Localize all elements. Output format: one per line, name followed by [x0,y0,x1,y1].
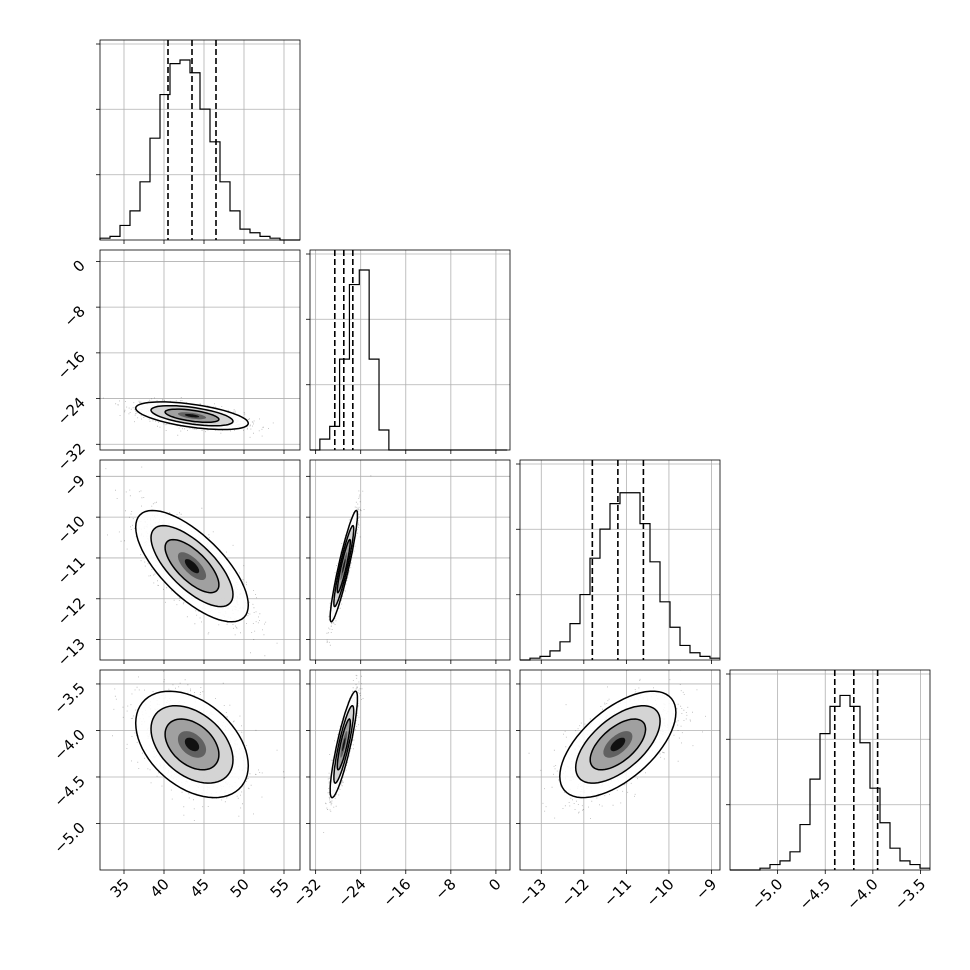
contour-line [329,690,359,799]
x-tick-label: −16 [379,875,414,910]
x-tick-label: −32 [289,875,324,910]
histogram-panel-1 [306,249,511,454]
scatter-panel-0-3-axes [96,669,301,874]
y-tick-label: −24 [54,394,89,429]
x-tick-label: −9 [692,875,720,903]
x-tick-label: −12 [558,875,593,910]
histogram-frame [519,459,721,661]
x-tick-label: −13 [515,875,550,910]
scatter-panel-0-2-axes [96,459,301,664]
histogram-frame [309,249,511,451]
density-core [342,559,346,574]
scatter-panel-0-1-axes [96,249,301,454]
contour-line [559,690,677,799]
contour-line [134,690,250,799]
scatter-panel-1-3-axes [306,669,511,874]
x-tick-label: −11 [600,875,635,910]
density-core [610,737,626,752]
contour-line [333,524,355,608]
histogram-step [520,492,720,661]
x-tick-label: −5.0 [748,875,786,913]
x-tick-label: 45 [187,875,213,901]
contour-line [336,718,352,771]
scatter-panel-1-2-frame [309,459,511,661]
contour-line [336,538,352,594]
histogram-panel-2 [516,459,721,664]
y-tick-label: −16 [54,348,89,383]
density-core [184,737,200,752]
histogram-panel-3 [726,669,931,874]
y-tick-label: −13 [54,635,89,670]
x-tick-label: −24 [334,875,369,910]
scatter-panel-1-2-axes [306,459,511,664]
y-tick-label: −12 [54,594,89,629]
contour-line [574,705,661,784]
x-tick-label: 50 [227,875,253,901]
density-core [342,737,346,752]
contour-line [150,704,234,784]
y-tick-label: −10 [54,512,89,547]
histogram-frame [729,669,931,871]
contour-line [164,408,220,424]
histogram-panel-0 [96,39,301,244]
scatter-panel-1-3-content [323,674,364,833]
contour-line [329,509,359,623]
y-tick-label: 0 [69,257,88,276]
contour-line [150,404,234,427]
scatter-panel-0-3-content [112,670,285,821]
contour-line [150,524,234,608]
histogram-frame [99,39,301,241]
density-core [184,414,200,418]
density-core [184,559,200,574]
x-tick-label: 40 [147,875,173,901]
contour-line [134,401,250,431]
scatter-panel-2-3-axes [516,669,721,874]
y-tick-label: −9 [60,471,88,499]
contour-line [589,718,647,771]
contour-line [164,538,220,594]
y-tick-label: −5.0 [50,819,88,857]
y-tick-label: −11 [54,553,89,588]
x-tick-label: 35 [107,875,133,901]
histogram-step [99,59,300,241]
x-tick-label: −8 [431,875,459,903]
scatter-panel-1-2-content [326,475,372,646]
y-tick-label: −3.5 [50,679,88,717]
scatter-panel-0-2-frame [99,459,301,661]
histogram-step [310,269,508,451]
x-tick-label: −3.5 [891,875,929,913]
x-tick-label: −4.5 [796,875,834,913]
scatter-panel-2-3-frame [519,669,721,871]
y-tick-label: −4.0 [50,726,88,764]
scatter-panel-2-3-content [528,670,706,819]
scatter-panel-0-1-frame [99,249,301,451]
y-tick-label: −4.5 [50,772,88,810]
scatter-panel-1-3-frame [309,669,511,871]
contour-line [134,509,250,623]
contour-line [164,718,220,771]
contour-line [333,705,355,784]
scatter-panel-0-3-frame [99,669,301,871]
x-tick-label: −10 [643,875,678,910]
x-tick-label: −4.0 [843,875,881,913]
histogram-step [730,694,930,871]
x-tick-label: 0 [485,875,504,894]
y-tick-label: −8 [60,302,88,330]
scatter-panel-0-2-content [105,466,278,657]
scatter-panel-0-1-content [102,397,274,438]
y-tick-label: −32 [54,439,89,474]
